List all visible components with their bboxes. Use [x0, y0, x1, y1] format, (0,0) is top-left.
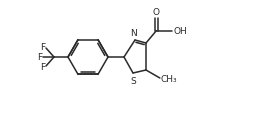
Text: F: F: [38, 53, 43, 62]
Text: N: N: [131, 29, 137, 38]
Text: F: F: [40, 63, 46, 72]
Text: O: O: [153, 8, 160, 17]
Text: OH: OH: [173, 27, 187, 36]
Text: S: S: [130, 76, 136, 85]
Text: F: F: [40, 43, 46, 52]
Text: CH₃: CH₃: [161, 75, 177, 84]
